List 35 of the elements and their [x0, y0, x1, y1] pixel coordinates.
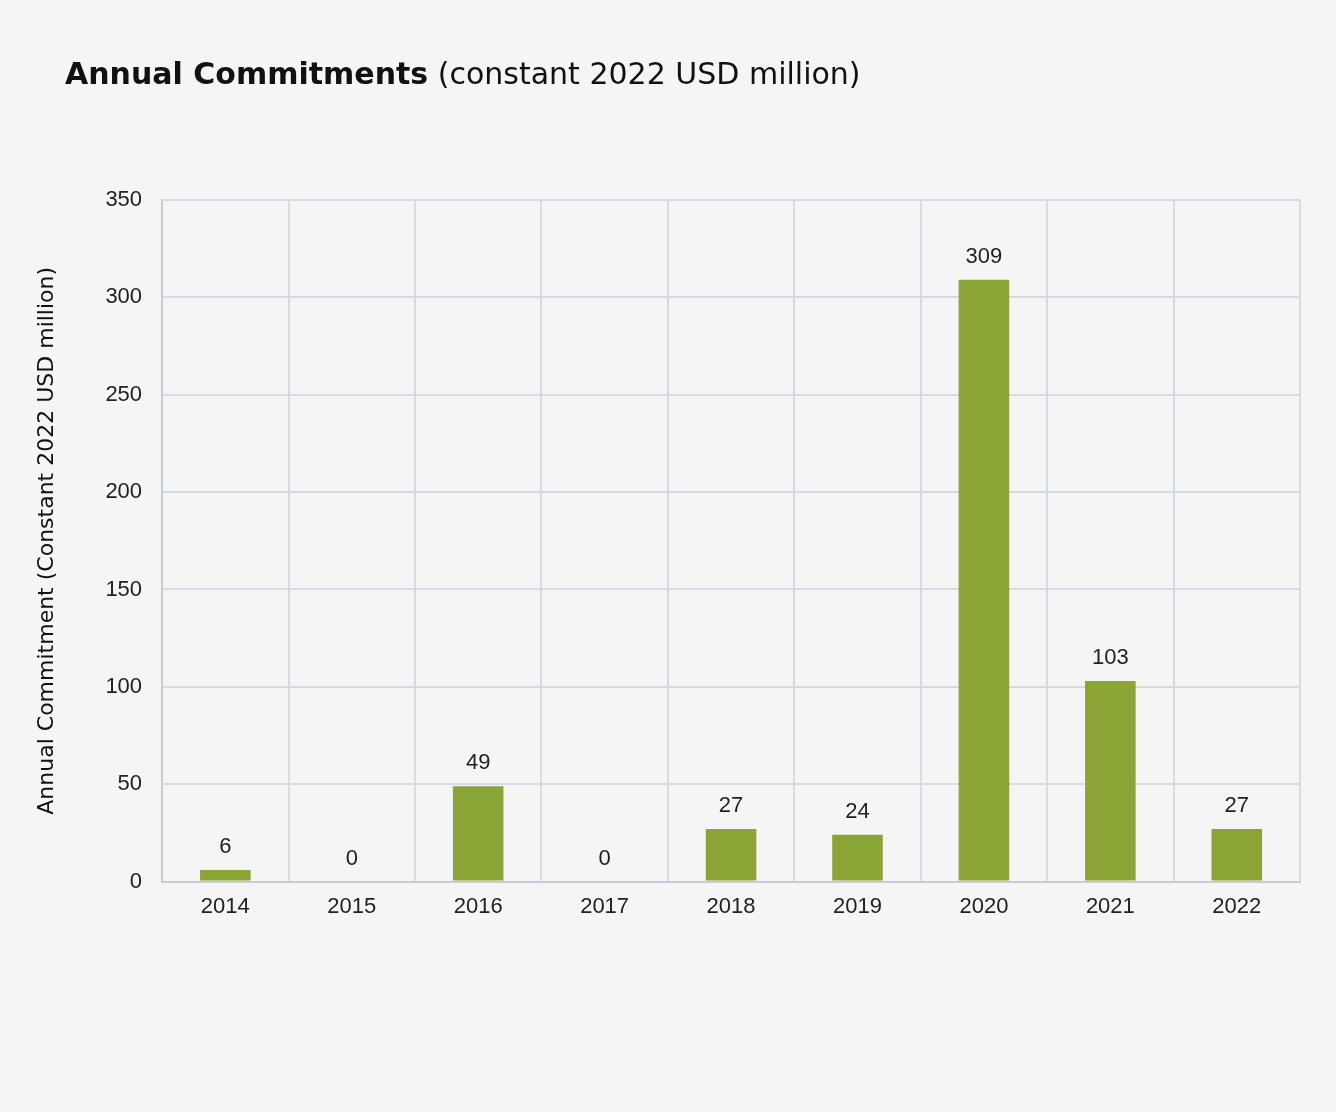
bar	[200, 869, 251, 881]
data-label: 24	[845, 797, 870, 823]
x-tick-label: 2015	[327, 892, 377, 918]
data-label: 27	[1224, 792, 1250, 818]
x-tick-label: 2017	[580, 892, 630, 918]
x-tick-label: 2016	[453, 892, 503, 918]
chart-title: Annual Commitments (constant 2022 USD million)	[65, 56, 861, 91]
y-tick-label: 250	[105, 380, 143, 406]
bar	[832, 834, 883, 881]
y-axis-title: Annual Commitment (Constant 2022 USD million)	[32, 266, 58, 815]
bar	[958, 279, 1010, 881]
data-label: 309	[965, 242, 1003, 268]
y-tick-label: 50	[117, 770, 143, 796]
data-label: 27	[718, 792, 744, 818]
x-tick-label: 2018	[706, 892, 756, 918]
x-tick-label: 2014	[200, 892, 250, 918]
x-tick-label: 2019	[833, 892, 882, 918]
y-tick-label: 150	[105, 575, 143, 601]
x-tick-label: 2020	[959, 892, 1009, 918]
y-tick-label: 200	[105, 478, 143, 504]
data-label: 103	[1091, 644, 1129, 670]
y-tick-label: 350	[105, 186, 143, 212]
y-tick-label: 300	[105, 283, 143, 309]
y-tick-label: 100	[105, 672, 143, 698]
bar	[1085, 681, 1136, 881]
bar	[705, 829, 757, 881]
bar	[452, 786, 504, 881]
data-label: 49	[465, 749, 491, 775]
x-tick-label: 2022	[1212, 892, 1262, 918]
data-label: 0	[345, 844, 358, 870]
bar	[1211, 829, 1263, 881]
data-label: 6	[219, 832, 232, 858]
x-tick-label: 2021	[1085, 892, 1135, 918]
data-label: 0	[598, 844, 611, 870]
y-tick-label: 0	[129, 867, 143, 893]
